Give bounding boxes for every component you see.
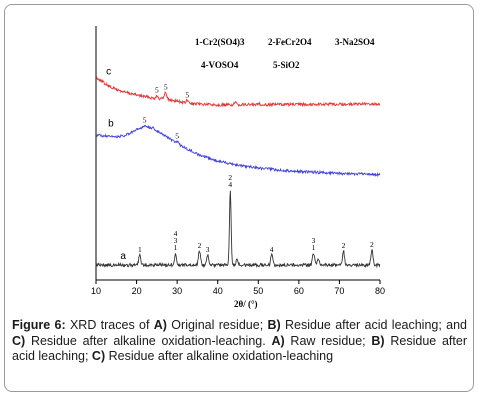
caption-text: Residue after acid leaching; [12, 333, 467, 364]
x-tick-label: 50 [253, 286, 263, 296]
x-tick-label: 40 [213, 286, 223, 296]
caption-ref-a: A) [271, 333, 285, 348]
trace-label-b: b [108, 119, 114, 130]
x-tick-label: 70 [334, 286, 344, 296]
peak-label: 1 [138, 245, 142, 254]
legend-entry-4: 4-VOSO4 [201, 60, 239, 70]
peak-label: 2 [228, 173, 232, 182]
peak-label: 1 [174, 243, 178, 252]
x-tick-label: 30 [172, 286, 182, 296]
peak-label: 2 [198, 241, 202, 250]
legend-entry-3: 3-Na2SO4 [335, 37, 375, 47]
peak-label: 1 [312, 243, 316, 252]
peak-label: 5 [155, 86, 159, 95]
peak-label: 5 [164, 83, 168, 92]
caption-text: XRD traces of [65, 318, 154, 332]
caption-ref-b: B) [267, 318, 281, 332]
x-tick-label: 10 [91, 286, 101, 296]
caption-ref-b: B) [371, 333, 385, 348]
trace-label-a: a [120, 251, 126, 262]
legend-entry-1: 1-Cr2(SO4)3 [195, 37, 245, 47]
peak-label: 3 [206, 245, 210, 254]
caption-label: Figure 6: [12, 318, 66, 332]
peak-label: 5 [143, 115, 147, 124]
peak-label: 3 [174, 236, 178, 245]
series-line-a [95, 190, 381, 269]
caption-text: Residue after acid leaching; and [280, 318, 468, 332]
peak-label: 5 [175, 131, 179, 140]
peak-label: 5 [185, 90, 189, 99]
figure-caption: Figure 6: XRD traces of A) Original resi… [12, 318, 467, 365]
caption-text: Original residue; [166, 318, 268, 332]
caption-ref-a: A) [153, 318, 167, 332]
trace-label-c: c [106, 67, 111, 78]
legend-entry-2: 2-FeCr2O4 [268, 37, 312, 47]
peak-label: 4 [270, 245, 274, 254]
x-tick-label: 60 [294, 286, 304, 296]
x-tick-label: 80 [375, 286, 385, 296]
peak-label: 2 [370, 240, 374, 249]
peak-label: 3 [312, 236, 316, 245]
peak-label: 4 [228, 180, 232, 189]
peak-label: 2 [342, 241, 346, 250]
series-line-b [95, 124, 381, 178]
caption-text: Residue after alkaline oxidation-leachin… [105, 349, 334, 363]
x-axis-label: 2θ/ (°) [234, 299, 258, 309]
legend-entry-5: 5-SiO2 [273, 60, 300, 70]
series-line-c [95, 76, 381, 108]
caption-text: Residue after alkaline oxidation-leachin… [25, 333, 272, 348]
x-tick-label: 20 [132, 286, 142, 296]
peak-label: 4 [174, 229, 178, 238]
caption-text: Raw residue; [284, 333, 372, 348]
figure-frame [4, 4, 474, 392]
caption-ref-c: C) [91, 349, 106, 363]
caption-ref-c: C) [12, 333, 26, 348]
